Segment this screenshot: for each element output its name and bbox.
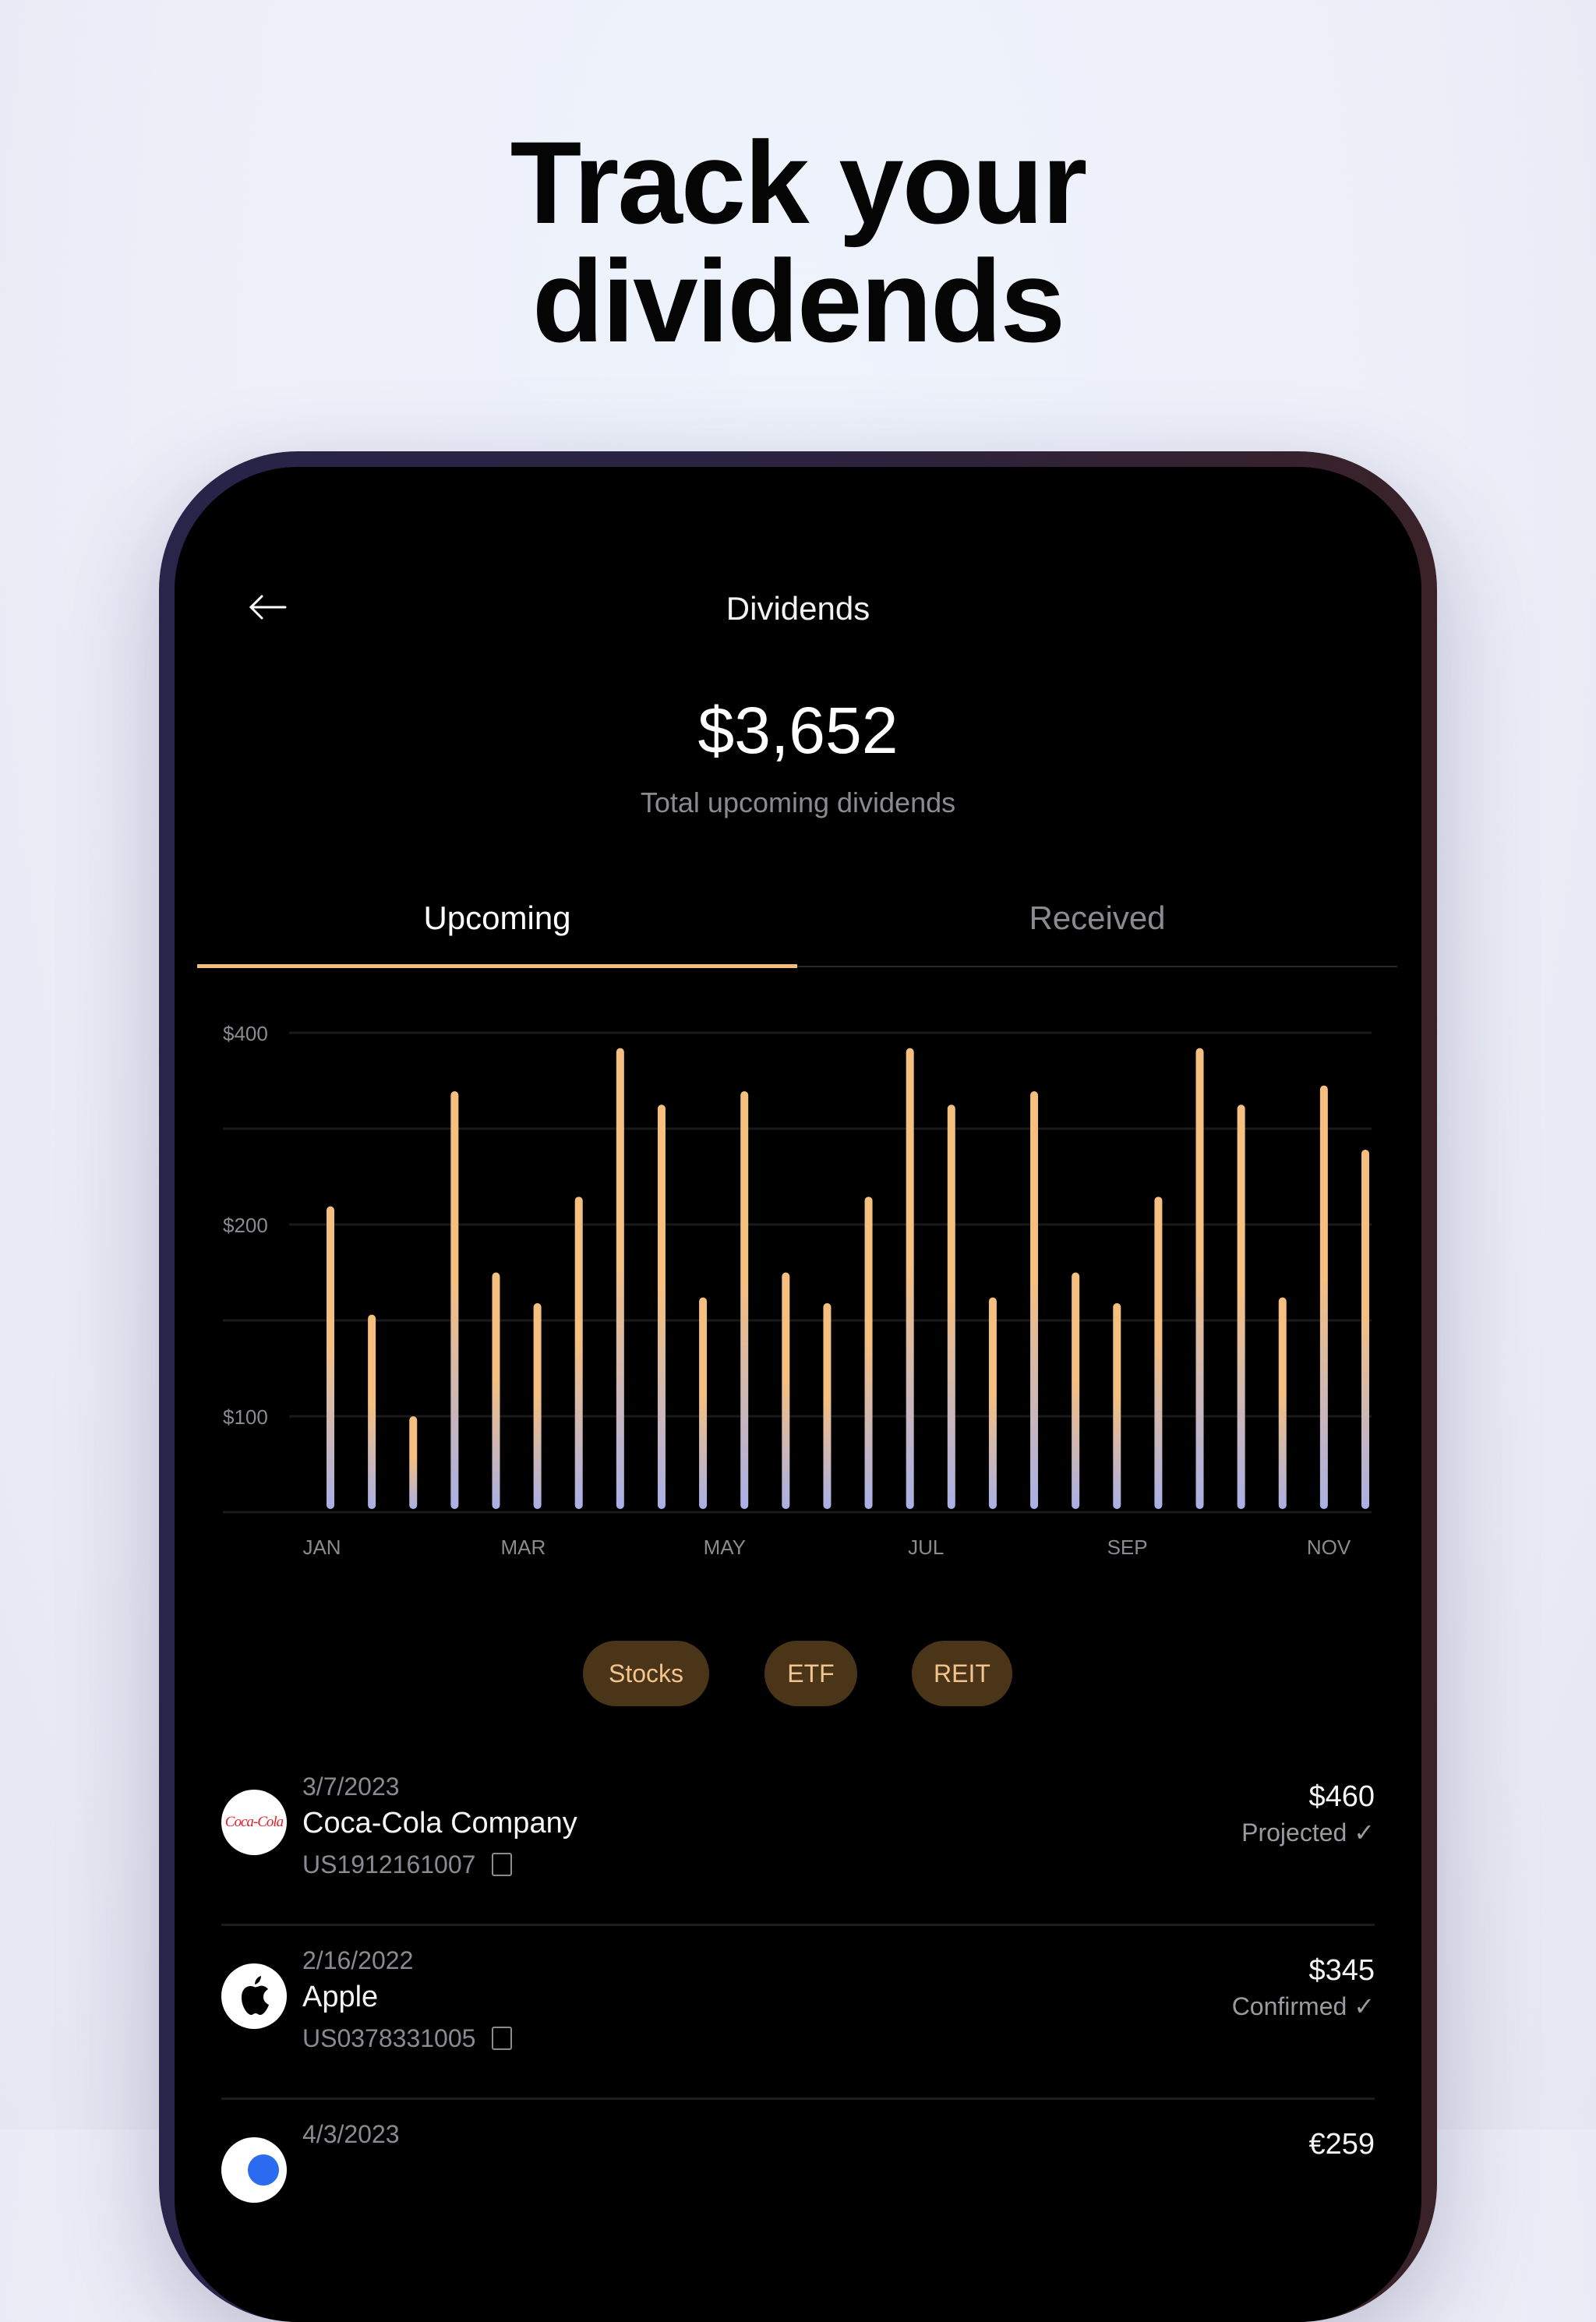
company-logo bbox=[221, 2137, 287, 2203]
bar bbox=[574, 1196, 583, 1509]
filter-reit[interactable]: REIT bbox=[912, 1641, 1012, 1706]
bar bbox=[1319, 1085, 1328, 1509]
bar bbox=[409, 1416, 418, 1509]
tab-upcoming[interactable]: Upcoming bbox=[423, 899, 571, 936]
list-item[interactable]: 2/16/2022 Apple US0378331005 $345 Confir… bbox=[221, 1946, 1375, 2137]
x-tick-label: NOV bbox=[1307, 1536, 1351, 1559]
total-label: Total upcoming dividends bbox=[640, 786, 956, 818]
bar bbox=[906, 1048, 914, 1509]
bar bbox=[616, 1048, 624, 1509]
check-icon: ✓ bbox=[1354, 1818, 1375, 1847]
check-icon: ✓ bbox=[1354, 1992, 1375, 2020]
y-tick-label: $200 bbox=[223, 1214, 268, 1237]
list-item[interactable]: Coca-Cola 3/7/2023 Coca-Cola Company US1… bbox=[221, 1772, 1375, 1963]
total-amount: $3,652 bbox=[697, 694, 899, 767]
app-screen: Dividends $3,652 Total upcoming dividend… bbox=[175, 467, 1421, 2322]
x-tick-label: MAY bbox=[704, 1536, 746, 1559]
arrow-left-icon[interactable] bbox=[245, 592, 291, 623]
bar bbox=[740, 1091, 749, 1509]
row-divider bbox=[221, 2098, 1375, 2100]
bar bbox=[327, 1206, 334, 1509]
dividends-chart: $400 $200 $100 JAN MAR MAY JUL SEP NOV bbox=[223, 1022, 1372, 1559]
bar bbox=[1195, 1048, 1204, 1509]
bar bbox=[699, 1297, 708, 1509]
bar bbox=[1030, 1091, 1039, 1509]
coca-cola-logo: Coca-Cola bbox=[221, 1790, 287, 1855]
bar bbox=[947, 1104, 955, 1509]
bar bbox=[1113, 1302, 1121, 1509]
company-name: Coca-Cola Company bbox=[302, 1807, 577, 1840]
device-frame: Dividends $3,652 Total upcoming dividend… bbox=[159, 451, 1437, 2322]
company-name: Apple bbox=[302, 1981, 379, 2013]
tab-active-indicator bbox=[197, 964, 797, 968]
bar bbox=[864, 1196, 873, 1509]
isin: US0378331005 bbox=[302, 2024, 513, 2053]
list-item[interactable]: 4/3/2023 €259 bbox=[221, 2120, 1375, 2311]
filter-stocks[interactable]: Stocks bbox=[583, 1641, 709, 1706]
dividend-date: 4/3/2023 bbox=[302, 2120, 400, 2148]
apple-logo bbox=[221, 1963, 287, 2029]
tab-received[interactable]: Received bbox=[1029, 899, 1166, 936]
bar bbox=[1237, 1104, 1245, 1509]
bar bbox=[1361, 1150, 1369, 1509]
bar bbox=[1154, 1196, 1163, 1509]
dividend-amount: $460 bbox=[1308, 1780, 1375, 1813]
filter-etf[interactable]: ETF bbox=[764, 1641, 857, 1706]
dividend-amount: $345 bbox=[1308, 1954, 1375, 1987]
dividend-date: 2/16/2022 bbox=[302, 1946, 414, 1974]
bar bbox=[368, 1314, 376, 1509]
page-title: Dividends bbox=[726, 590, 870, 627]
bar bbox=[492, 1272, 500, 1509]
isin: US1912161007 bbox=[302, 1850, 513, 1879]
copy-icon[interactable] bbox=[492, 1853, 513, 1876]
bar bbox=[823, 1302, 832, 1509]
dividend-amount: €259 bbox=[1308, 2128, 1375, 2161]
dividend-status: Confirmed ✓ bbox=[1231, 1992, 1375, 2020]
tab-divider bbox=[197, 966, 1397, 967]
bar bbox=[1072, 1272, 1080, 1509]
copy-icon[interactable] bbox=[492, 2027, 513, 2050]
dividend-status: Projected ✓ bbox=[1241, 1818, 1375, 1847]
x-tick-label: JAN bbox=[302, 1536, 341, 1559]
x-tick-label: JUL bbox=[908, 1536, 944, 1559]
bar bbox=[657, 1104, 666, 1509]
row-divider bbox=[221, 1924, 1375, 1926]
x-tick-label: MAR bbox=[501, 1536, 546, 1559]
bar bbox=[782, 1272, 790, 1509]
bar bbox=[450, 1091, 459, 1509]
y-tick-label: $400 bbox=[223, 1022, 268, 1045]
bar bbox=[533, 1302, 542, 1509]
dividend-date: 3/7/2023 bbox=[302, 1772, 400, 1801]
hero-title: Track your dividends bbox=[510, 117, 1088, 366]
x-tick-label: SEP bbox=[1107, 1536, 1148, 1559]
bar bbox=[1278, 1297, 1287, 1509]
y-tick-label: $100 bbox=[223, 1405, 268, 1429]
bar bbox=[988, 1297, 997, 1509]
